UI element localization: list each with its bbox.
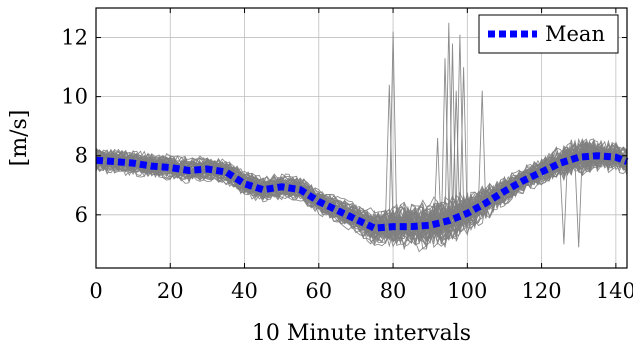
ticks: 0 20 40 60 80 100 120 140 6 8 10 12 [61,8,633,303]
y-tick-label: 12 [61,26,88,50]
realization-line [95,22,628,238]
realization-line [95,34,628,243]
y-tick-label: 6 [75,203,88,227]
realization-lines [95,22,628,253]
realization-line [95,58,628,235]
realization-line [95,139,628,228]
legend: Mean [478,14,619,54]
y-tick-label: 8 [75,144,88,168]
x-tick-label: 0 [89,279,102,303]
x-tick-label: 20 [157,279,184,303]
x-tick-label: 140 [596,279,633,303]
x-tick-label: 60 [305,279,332,303]
realization-line [95,149,628,246]
y-axis-label: [m/s] [7,110,32,167]
mean-layer [95,152,629,232]
x-tick-label: 40 [231,279,258,303]
realization-line [95,150,628,245]
x-tick-label: 120 [522,279,562,303]
realization-line [95,139,628,230]
y-tick-label: 10 [61,85,88,109]
legend-label-mean: Mean [545,22,605,46]
plot-frame [95,7,628,269]
realization-line [95,139,628,228]
mean-line [95,152,629,232]
x-tick-label: 80 [380,279,407,303]
x-tick-label: 100 [447,279,487,303]
realization-line [95,138,628,225]
realization-line [95,31,628,235]
x-axis-label: 10 Minute intervals [252,321,471,346]
